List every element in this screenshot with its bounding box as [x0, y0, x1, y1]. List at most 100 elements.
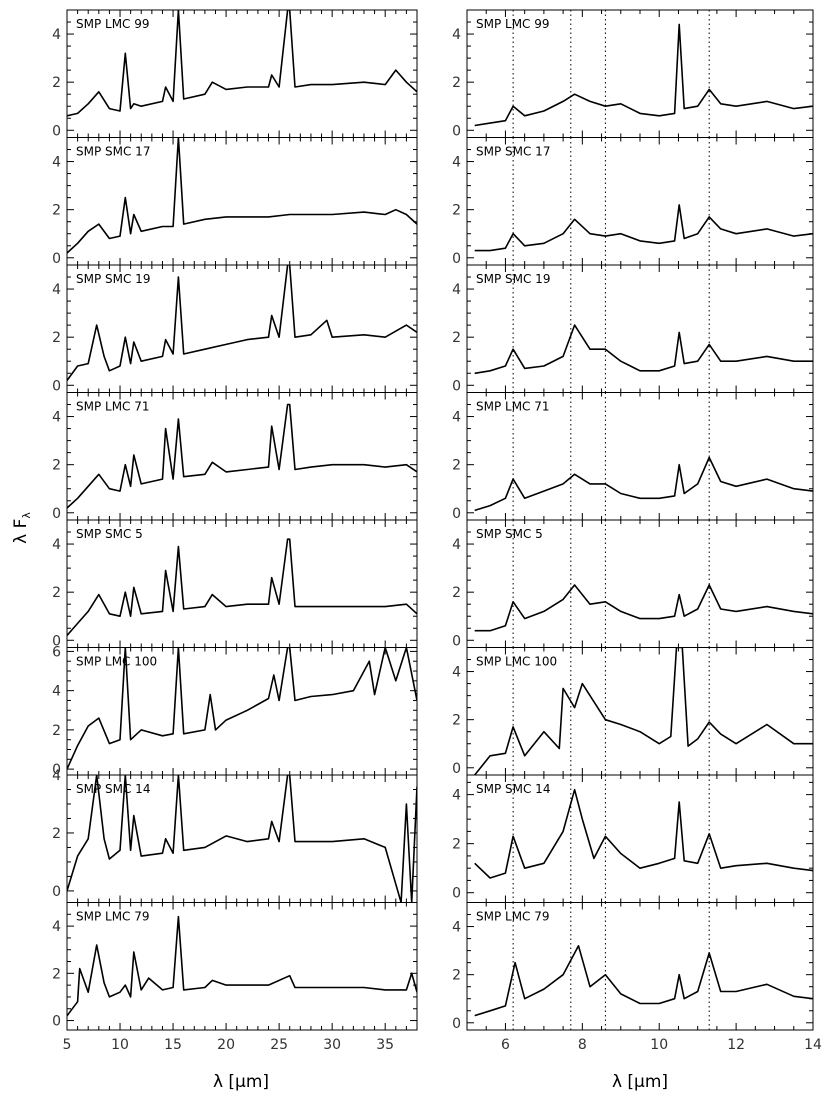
- x-tick-label: 20: [217, 1037, 235, 1053]
- x-tick-label: 14: [804, 1037, 822, 1053]
- y-tick-label: 0: [52, 633, 61, 649]
- y-tick-label: 2: [452, 837, 461, 853]
- y-tick-label: 4: [452, 282, 461, 298]
- spectrum-line: [67, 403, 417, 509]
- x-tick-label: 10: [111, 1037, 129, 1053]
- panel-label: SMP SMC 14: [76, 782, 150, 796]
- panel-right-5: 0 2 4 SMP SMC 5: [452, 519, 814, 649]
- panel-label: SMP SMC 19: [76, 272, 150, 286]
- x-tick-label: 25: [270, 1037, 288, 1053]
- panel-left-1: 0 2 4 SMP LMC 99: [52, 9, 418, 139]
- panel-label: SMP LMC 99: [476, 17, 550, 31]
- panel-label: SMP SMC 17: [476, 145, 550, 159]
- spectrum-line: [67, 137, 417, 254]
- panel-label: SMP SMC 19: [476, 272, 550, 286]
- panel-left-8: 0 2 4 SMP LMC 79 5 10 15 20 25 30 35: [52, 902, 418, 1053]
- panel-label: SMP LMC 79: [476, 910, 550, 924]
- y-tick-label: 0: [452, 378, 461, 394]
- x-tick-label: 5: [63, 1037, 72, 1053]
- y-tick-label: 2: [452, 203, 461, 219]
- y-tick-label: 4: [452, 920, 461, 936]
- y-tick-label: 6: [52, 644, 61, 660]
- x-tick-label: 35: [376, 1037, 394, 1053]
- y-tick-label: 2: [452, 330, 461, 346]
- panel-right-4: 0 2 4 SMP LMC 71: [452, 392, 814, 522]
- panel-right-6: 0 2 4 SMP LMC 100: [452, 647, 814, 777]
- y-tick-label: 4: [52, 282, 61, 298]
- panel-label: SMP LMC 100: [476, 655, 557, 669]
- x-tick-label: 15: [164, 1037, 182, 1053]
- panel-right-3: 0 2 4 SMP SMC 19: [452, 264, 814, 394]
- y-tick-label: 4: [52, 919, 61, 935]
- panel-left-3: 0 2 4 SMP SMC 19: [52, 264, 418, 394]
- spectrum-line: [474, 647, 813, 775]
- y-tick-label: 2: [52, 75, 61, 91]
- panel-left-7: 0 2 4 SMP SMC 14: [52, 768, 418, 903]
- y-tick-label: 0: [52, 123, 61, 139]
- y-tick-label: 0: [452, 251, 461, 267]
- y-tick-label: 4: [452, 537, 461, 553]
- spectrum-line: [474, 204, 813, 252]
- y-tick-label: 0: [452, 633, 461, 649]
- y-tick-label: 2: [452, 968, 461, 984]
- spectrum-line: [67, 10, 417, 117]
- spectrum-line: [67, 265, 417, 381]
- y-tick-label: 2: [452, 75, 461, 91]
- y-tick-label: 0: [452, 886, 461, 902]
- y-tick-label: 4: [452, 665, 461, 681]
- panel-label: SMP LMC 100: [76, 655, 157, 669]
- y-tick-label: 4: [452, 27, 461, 43]
- x-tick-label: 30: [323, 1037, 341, 1053]
- panel-left-6: 0 2 4 6 SMP LMC 100: [52, 644, 418, 778]
- y-axis-label: λ Fλ: [11, 512, 33, 544]
- left-x-axis-label: λ [μm]: [213, 1072, 269, 1092]
- y-tick-label: 0: [52, 884, 61, 900]
- panel-label: SMP SMC 17: [76, 145, 150, 159]
- y-tick-label: 2: [52, 826, 61, 842]
- spectrum-line: [474, 324, 813, 375]
- y-tick-label: 4: [452, 155, 461, 171]
- y-tick-label: 2: [452, 585, 461, 601]
- panel-right-2: 0 2 4 SMP SMC 17: [452, 137, 814, 267]
- spectrum-line: [474, 584, 813, 632]
- y-tick-label: 2: [52, 458, 61, 474]
- x-tick-label: 6: [501, 1037, 510, 1053]
- panel-label: SMP SMC 5: [476, 527, 543, 541]
- spectrum-line: [474, 23, 813, 127]
- y-tick-label: 0: [452, 1016, 461, 1032]
- panel-frame: [66, 902, 418, 1031]
- y-tick-label: 0: [452, 123, 461, 139]
- y-tick-label: 4: [52, 410, 61, 426]
- y-tick-label: 4: [52, 768, 61, 784]
- x-tick-label: 10: [650, 1037, 668, 1053]
- y-tick-label: 2: [452, 458, 461, 474]
- y-tick-label: 0: [52, 1014, 61, 1030]
- y-tick-label: 0: [452, 761, 461, 777]
- y-tick-label: 4: [452, 788, 461, 804]
- y-tick-label: 4: [452, 410, 461, 426]
- y-tick-label: 4: [52, 684, 61, 700]
- panel-label: SMP LMC 79: [76, 910, 150, 924]
- y-tick-label: 0: [52, 762, 61, 778]
- right-x-axis-label: λ [μm]: [612, 1072, 668, 1092]
- y-tick-label: 2: [52, 723, 61, 739]
- panel-left-5: 0 2 4 SMP SMC 5: [52, 519, 418, 649]
- spectrum-line: [67, 775, 417, 903]
- x-tick-label: 12: [727, 1037, 745, 1053]
- panel-label: SMP SMC 14: [476, 782, 550, 796]
- y-tick-label: 2: [52, 330, 61, 346]
- y-tick-label: 0: [52, 506, 61, 522]
- y-tick-label: 4: [52, 27, 61, 43]
- y-axis-label-subscript: λ: [20, 512, 33, 519]
- x-tick-label: 8: [578, 1037, 587, 1053]
- y-tick-label: 4: [52, 155, 61, 171]
- panel-label: SMP LMC 71: [476, 400, 550, 414]
- y-tick-label: 4: [52, 537, 61, 553]
- panel-right-8: 0 2 4 SMP LMC 79 6 8 10 12 14: [452, 902, 822, 1053]
- y-tick-label: 2: [52, 203, 61, 219]
- y-tick-label: 0: [452, 506, 461, 522]
- y-tick-label: 2: [52, 966, 61, 982]
